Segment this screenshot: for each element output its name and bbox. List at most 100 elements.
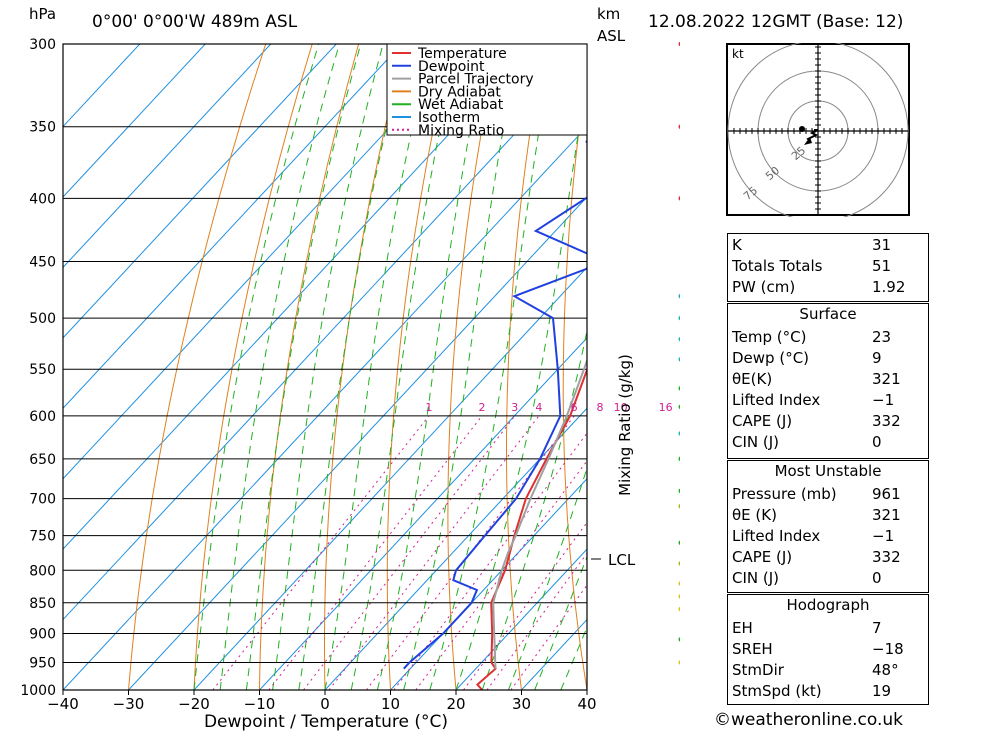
most-unstable-title: Most Unstable	[774, 462, 882, 480]
x-tick-label: −10	[244, 695, 276, 713]
y-tick-label: 550	[29, 362, 56, 378]
y-tick-label: 600	[29, 409, 56, 425]
dry-adiabat-line	[128, 44, 267, 690]
mu-value: 321	[872, 506, 901, 524]
surface-value: −1	[872, 391, 895, 409]
lcl-label: LCL	[608, 551, 636, 569]
y-tick-label: 850	[29, 596, 56, 612]
wet-adiabat-line	[403, 44, 520, 690]
datetime-label: 12.08.2022 12GMT (Base: 12)	[648, 12, 904, 32]
index-row-pw: PW (cm) 1.92	[728, 277, 928, 298]
index-label: K	[732, 236, 742, 254]
isotherm-line	[63, 44, 403, 410]
copyright-footer[interactable]: ©weatheronline.co.uk	[714, 710, 904, 730]
x-tick-label: 30	[512, 695, 531, 713]
wind-level-dot	[678, 606, 680, 612]
mixing-ratio-line	[212, 415, 430, 690]
y-tick-label: 450	[29, 255, 56, 271]
hodograph-table: Hodograph EH 7 SREH −18 StmDir 48° StmSpd (…	[727, 594, 929, 705]
legend-label: Temperature	[417, 46, 507, 62]
hodo-value: 7	[872, 619, 882, 637]
wind-level-dot	[678, 581, 680, 586]
wind-level-dot	[678, 594, 680, 599]
dry-adiabat-line	[386, 44, 452, 690]
hodo-label: StmDir	[732, 661, 784, 679]
mixing-ratio-line	[303, 415, 516, 690]
mu-label: CAPE (J)	[732, 548, 793, 566]
mu-label: θE (K)	[732, 506, 777, 524]
mu-label: Lifted Index	[732, 527, 821, 545]
isotherm-line	[324, 407, 587, 690]
wind-level-dot	[678, 336, 680, 342]
mixing-ratio-label: 8	[597, 401, 604, 414]
mu-value: 0	[872, 569, 882, 587]
surface-label: CAPE (J)	[732, 412, 793, 430]
surface-table: Surface Temp (°C) 23 Dewp (°C) 9 θE(K) 321 …	[727, 303, 929, 459]
y-tick-label: 400	[29, 191, 56, 207]
wet-adiabat-line	[481, 328, 587, 690]
dry-adiabat-line	[259, 44, 360, 690]
hodo-label: SREH	[732, 640, 773, 658]
wind-level-dot	[678, 660, 680, 665]
index-label: Totals Totals	[732, 257, 823, 275]
y-tick-label: 500	[29, 311, 56, 327]
x-tick-label: −30	[113, 695, 145, 713]
hodograph-surface-dot	[799, 126, 805, 132]
x-tick-label: 10	[381, 695, 400, 713]
wind-level-dot	[678, 540, 680, 546]
y-tick-label: 1000	[20, 683, 56, 699]
y-tick-label: 700	[29, 492, 56, 508]
wind-level-dot	[678, 41, 680, 47]
mixing-ratio-line	[510, 584, 587, 690]
mu-value: 332	[872, 548, 901, 566]
most-unstable-table: Most Unstable Pressure (mb) 961 θE (K) 321…	[727, 460, 929, 593]
legend-label: Wet Adiabat	[418, 97, 504, 113]
wind-level-dot	[678, 357, 680, 362]
hodograph: kt 25 50 75	[726, 43, 910, 217]
height-unit-top: km	[597, 5, 621, 23]
wet-adiabat-line	[534, 555, 587, 690]
surface-title: Surface	[799, 305, 857, 323]
wind-level-dot	[678, 637, 680, 642]
x-tick-label: 20	[446, 695, 465, 713]
isotherm-line	[63, 44, 468, 480]
x-tick-label: −40	[47, 695, 79, 713]
wind-level-dot	[678, 561, 680, 566]
skewt-chart: 12346810162025 3003504004505005506006507…	[20, 37, 680, 732]
surface-value: 321	[872, 370, 901, 388]
mixing-ratio-label: 3	[511, 401, 518, 414]
isotherm-line	[259, 337, 587, 690]
legend-label: Dewpoint	[418, 59, 485, 75]
isotherm-line	[63, 44, 272, 269]
isotherm-line	[63, 44, 337, 339]
temperature-line	[475, 367, 587, 690]
surface-label: Dewp (°C)	[732, 349, 810, 367]
y-tick-label: 800	[29, 563, 56, 579]
surface-row: θE(K) 321	[728, 369, 928, 390]
wet-adiabat-line	[193, 44, 320, 690]
index-value: 1.92	[872, 278, 906, 296]
mixing-ratio-label: 4	[535, 401, 542, 414]
wind-level-dot	[678, 456, 680, 462]
surface-value: 23	[872, 328, 892, 346]
surface-row: Temp (°C) 23	[728, 327, 928, 348]
wet-adiabat-line	[272, 44, 384, 690]
surface-label: CIN (J)	[732, 433, 780, 451]
isotherm-line	[193, 266, 587, 690]
wind-level-dot	[678, 404, 680, 410]
surface-label: θE(K)	[732, 370, 773, 388]
hodograph-unit: kt	[732, 47, 744, 61]
wind-level-dot	[678, 293, 680, 299]
isotherm-line	[63, 125, 587, 690]
index-row-k: K 31	[728, 235, 928, 256]
isotherm-line	[455, 548, 587, 690]
hodo-row: StmSpd (kt) 19	[728, 681, 928, 702]
y-tick-label: 300	[29, 37, 56, 53]
surface-row: Dewp (°C) 9	[728, 348, 928, 369]
surface-row: CIN (J) 0	[728, 432, 928, 453]
hodo-label: EH	[732, 619, 753, 637]
wind-level-dot	[678, 124, 680, 130]
y-tick-label: 350	[29, 120, 56, 136]
mu-row: θE (K) 321	[728, 505, 928, 526]
wet-adiabat-line	[219, 44, 340, 690]
